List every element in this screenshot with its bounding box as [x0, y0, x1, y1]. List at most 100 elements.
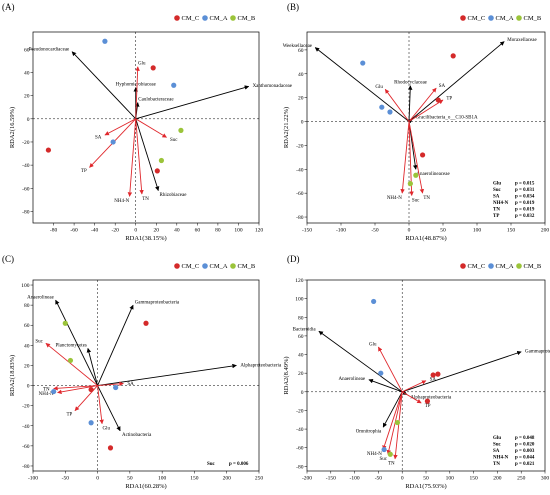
sample-point-CM_A [102, 38, 108, 44]
y-tick-label: -60 [22, 186, 30, 192]
stats-p-value: p = 0.015 [515, 182, 535, 187]
env-arrow-label: TP [66, 412, 72, 417]
sample-point-CM_A [51, 388, 57, 395]
taxa-arrow [318, 330, 403, 393]
legend-marker-CM_A [202, 15, 208, 21]
y-tick-label: 0 [27, 117, 30, 123]
x-tick-label: 50 [127, 476, 133, 482]
stats-p-value: p = 0.019 [515, 201, 535, 206]
stats-variable: NH4-N [493, 201, 509, 206]
sample-point-CM_C [150, 65, 156, 71]
taxa-arrow-label: Moraxellaceae [507, 38, 537, 43]
env-arrow-label: SA [439, 84, 446, 89]
taxa-arrow-label: Alphaproteobacteria [240, 364, 282, 369]
y-tick-label: -80 [296, 215, 304, 221]
x-tick-label: 150 [469, 476, 478, 482]
x-tick-label: 50 [440, 228, 446, 234]
env-arrow-label: Suc [35, 340, 43, 345]
x-tick-label: -80 [50, 228, 58, 234]
y-tick-label: 20 [24, 94, 30, 100]
env-arrow-label: NH4-N [39, 392, 54, 397]
x-tick-label: -100 [28, 476, 38, 482]
taxa-arrow [135, 118, 160, 192]
taxa-arrow-label: Planctomycetes [55, 343, 86, 348]
plot-frame [306, 31, 546, 224]
env-arrow [400, 121, 410, 194]
taxa-arrow [407, 85, 413, 122]
env-arrow-label: TP [81, 169, 87, 174]
x-tick-label: 100 [158, 476, 167, 482]
taxa-arrow-label: Gammaproteobacteria [135, 300, 180, 305]
x-tick-label: -100 [350, 476, 360, 482]
stats-p-value: p = 0.006 [229, 462, 249, 467]
stats-variable: Glu [493, 182, 501, 187]
x-tick-label: 0 [408, 228, 411, 234]
legend-entry-CM_A: CM_A [496, 263, 514, 270]
taxa-arrow-label: Weeksellaceae [283, 44, 313, 49]
legend-marker-CM_A [202, 263, 208, 269]
sample-point-CM_B [387, 451, 393, 457]
x-tick-label: 20 [154, 228, 160, 234]
taxa-arrow-label: Bacteroidia [293, 328, 317, 333]
taxa-arrow-label: Alphaproteobacteria [410, 395, 452, 400]
y-tick-label: -40 [296, 427, 304, 433]
env-arrow [382, 391, 403, 450]
legend-entry-CM_A: CM_A [210, 263, 228, 270]
env-arrow [104, 118, 136, 136]
legend-marker-CM_B [230, 263, 236, 269]
env-arrow-label: Glu [375, 85, 383, 90]
y-tick-label: 100 [21, 283, 30, 289]
legend-entry-CM_C: CM_C [182, 15, 200, 22]
stats-p-value: p = 0.048 [515, 436, 535, 441]
stats-variable: Suc [207, 462, 216, 467]
stats-variable: Suc [493, 188, 502, 193]
sample-point-CM_B [178, 127, 184, 133]
taxa-arrow-label: Gammaproteobacteria [525, 349, 550, 354]
rda-panel-1: (A) -80 -60 -40 -20 0 20 40 60 80 100 120 -80 -60 -40 -… [2, 2, 293, 242]
y-tick-label: 80 [298, 315, 304, 321]
env-arrow [127, 118, 137, 197]
x-tick-label: 250 [517, 476, 526, 482]
taxa-arrow [408, 41, 505, 122]
y-tick-label: 0 [301, 120, 304, 126]
taxa-arrow [135, 85, 250, 120]
env-arrow [378, 346, 403, 393]
panel-label: (C) [2, 254, 14, 264]
x-tick-label: 300 [541, 476, 550, 482]
x-tick-label: 250 [255, 476, 264, 482]
x-tick-label: 40 [174, 228, 180, 234]
x-tick-label: -200 [302, 476, 312, 482]
y-tick-label: 20 [298, 96, 304, 102]
plot-frame [32, 31, 260, 224]
sample-point-CM_C [45, 147, 52, 153]
taxa-arrow [97, 304, 134, 386]
stats-variable: SA [493, 195, 500, 200]
y-tick-label: 40 [298, 72, 304, 78]
y-tick-label: -20 [22, 140, 30, 146]
env-arrow-label: SA [430, 378, 437, 383]
legend-marker-CM_C [460, 15, 466, 21]
y-tick-label: 0 [27, 384, 30, 390]
y-tick-label: -60 [296, 191, 304, 197]
legend-marker-CM_B [516, 15, 522, 21]
taxa-arrow [314, 47, 410, 122]
sample-point-CM_C [435, 371, 441, 377]
y-tick-label: 60 [298, 48, 304, 54]
x-axis-title: RDA1(75.93%) [405, 483, 446, 490]
env-arrow [408, 87, 437, 122]
x-tick-label: 200 [223, 476, 232, 482]
sample-point-CM_B [413, 172, 419, 178]
taxa-arrow-label: Rhizobiaceae [160, 193, 188, 198]
x-tick-label: 100 [234, 228, 243, 234]
x-tick-label: -50 [371, 228, 379, 234]
stats-p-value: p = 0.034 [515, 195, 535, 200]
taxa-arrow-label: Hyphomicrobiaceae [116, 82, 157, 87]
taxa-arrow-label: Omnitrophia [356, 430, 382, 435]
legend-entry-CM_A: CM_A [210, 15, 228, 22]
sample-point-CM_A [379, 104, 385, 110]
x-tick-label: 150 [190, 476, 199, 482]
sample-point-CM_A [88, 420, 94, 426]
sample-point-CM_C [424, 398, 431, 404]
stats-p-value: p = 0.019 [515, 208, 535, 213]
legend-entry-CM_C: CM_C [468, 15, 486, 22]
